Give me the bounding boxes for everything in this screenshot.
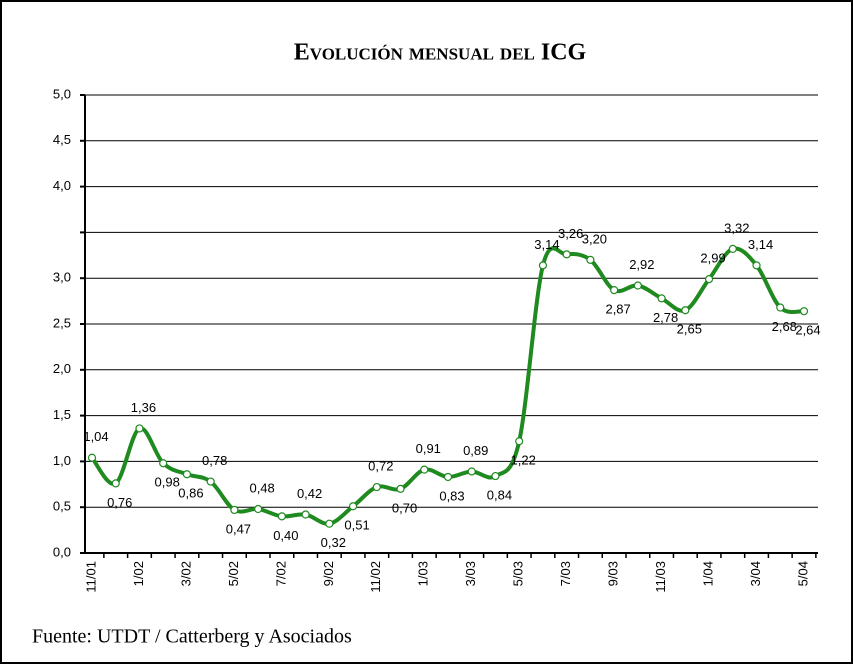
value-label: 0,32 [321,535,346,550]
value-label: 2,65 [677,322,702,337]
y-tick-label: 1,5 [53,407,71,422]
data-point [633,281,642,290]
value-label: 3,32 [724,220,749,235]
data-point [586,255,595,264]
x-tick-label: 3/03 [463,561,478,586]
data-point [467,467,476,476]
value-label: 0,40 [273,528,298,543]
data-point [420,465,429,474]
x-tick-label: 9/03 [606,561,621,586]
data-point [681,306,690,315]
value-label: 0,76 [107,495,132,510]
y-tick-label: 2,0 [53,361,71,376]
x-tick-label: 1/04 [701,561,716,586]
value-label: 3,20 [582,231,607,246]
x-tick-label: 1/03 [416,561,431,586]
y-tick-label: 4,0 [53,178,71,193]
data-point [159,459,168,468]
value-label: 1,04 [83,429,108,444]
data-point [704,275,714,284]
data-point [396,484,405,493]
x-tick-label: 5/04 [795,561,810,586]
value-label: 2,99 [700,251,725,266]
data-point [254,504,263,514]
data-point [491,471,500,481]
data-point [515,437,524,446]
y-tick-label: 1,0 [53,453,71,468]
value-label: 3,14 [534,237,559,252]
data-point [538,261,548,270]
y-tick-label: 4,5 [53,132,71,147]
data-point [657,294,666,303]
x-tick-label: 9/02 [321,561,336,586]
x-tick-label: 1/02 [131,561,146,586]
value-label: 2,78 [653,310,678,325]
x-tick-label: 11/02 [368,561,383,593]
value-label: 0,72 [368,458,393,473]
x-tick-label: 3/02 [178,561,193,586]
data-point [562,250,571,259]
data-point [87,453,97,462]
value-label: 1,36 [131,400,156,415]
value-label: 0,84 [487,487,512,502]
value-label: 0,70 [392,500,417,515]
data-point [443,472,453,482]
value-label: 2,64 [795,323,820,338]
value-label: 2,92 [629,257,654,272]
x-tick-label: 11/01 [83,561,98,593]
data-point [728,244,737,253]
data-point [372,482,381,492]
value-label: 2,68 [772,319,797,334]
data-point [230,505,239,515]
data-point [206,477,215,486]
x-tick-label: 11/03 [653,561,668,593]
value-label: 0,47 [226,521,251,536]
data-point [111,479,120,488]
value-label: 0,42 [297,486,322,501]
value-label: 0,78 [202,453,227,468]
value-label: 0,98 [155,475,180,490]
x-tick-label: 5/03 [511,561,526,586]
data-point [348,502,358,511]
data-point [799,307,809,316]
data-point [776,303,785,312]
y-tick-label: 3,0 [53,270,71,285]
value-label: 0,89 [463,443,488,458]
value-label: 0,83 [439,488,464,503]
y-tick-label: 0,5 [53,499,71,514]
y-tick-label: 0,0 [53,544,71,559]
value-label: 3,14 [748,237,773,252]
y-tick-label: 2,5 [53,315,71,330]
x-tick-label: 5/02 [226,561,241,586]
value-label: 0,86 [178,486,203,501]
x-tick-label: 7/02 [273,561,288,586]
chart-title: Evolución mensual del ICG [294,40,587,66]
data-point [182,470,192,479]
value-label: 0,91 [416,441,441,456]
data-point [752,261,761,270]
data-point [610,286,619,295]
source-note: Fuente: UTDT / Catterberg y Asociados [32,626,352,648]
y-tick-label: 5,0 [53,86,71,101]
data-point [277,512,286,521]
value-label: 3,26 [558,226,583,241]
data-point [325,519,334,528]
value-label: 0,51 [344,518,369,533]
x-tick-label: 3/04 [748,561,763,586]
data-point [301,510,310,519]
value-label: 1,22 [511,453,536,468]
value-label: 2,87 [605,302,630,317]
value-label: 0,48 [249,480,274,495]
x-tick-label: 7/03 [558,561,573,586]
data-point [135,424,144,433]
